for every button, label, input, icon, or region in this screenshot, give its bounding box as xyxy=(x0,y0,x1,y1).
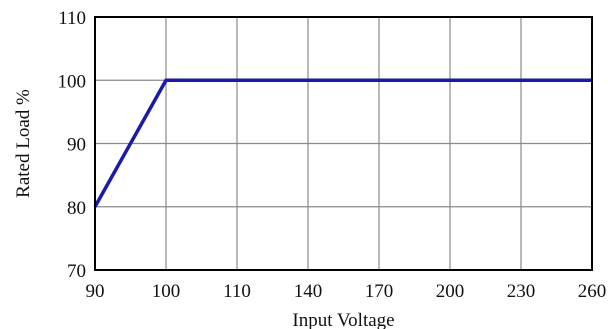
x-tick-labels: 90 100 110 140 170 200 230 260 xyxy=(86,281,607,302)
x-tick-label: 200 xyxy=(436,281,465,302)
y-tick-label: 90 xyxy=(67,135,86,156)
grid xyxy=(95,17,592,270)
x-tick-label: 140 xyxy=(294,281,323,302)
series-layer xyxy=(93,78,592,208)
x-axis-title: Input Voltage xyxy=(292,310,394,329)
plot-frame xyxy=(94,16,593,271)
x-tick-label: 100 xyxy=(152,281,181,302)
series-line xyxy=(93,78,592,208)
x-tick-label: 230 xyxy=(507,281,536,302)
y-tick-label: 110 xyxy=(58,8,86,29)
x-tick-label: 90 xyxy=(86,281,105,302)
y-tick-label: 100 xyxy=(58,71,87,92)
x-tick-label: 110 xyxy=(223,281,251,302)
x-tick-label: 260 xyxy=(578,281,607,302)
y-tick-label: 70 xyxy=(67,261,86,282)
y-tick-labels: 70 80 90 100 110 xyxy=(58,8,87,282)
y-tick-label: 80 xyxy=(67,198,86,219)
y-axis-title: Rated Load % xyxy=(13,89,34,198)
x-tick-label: 170 xyxy=(365,281,394,302)
